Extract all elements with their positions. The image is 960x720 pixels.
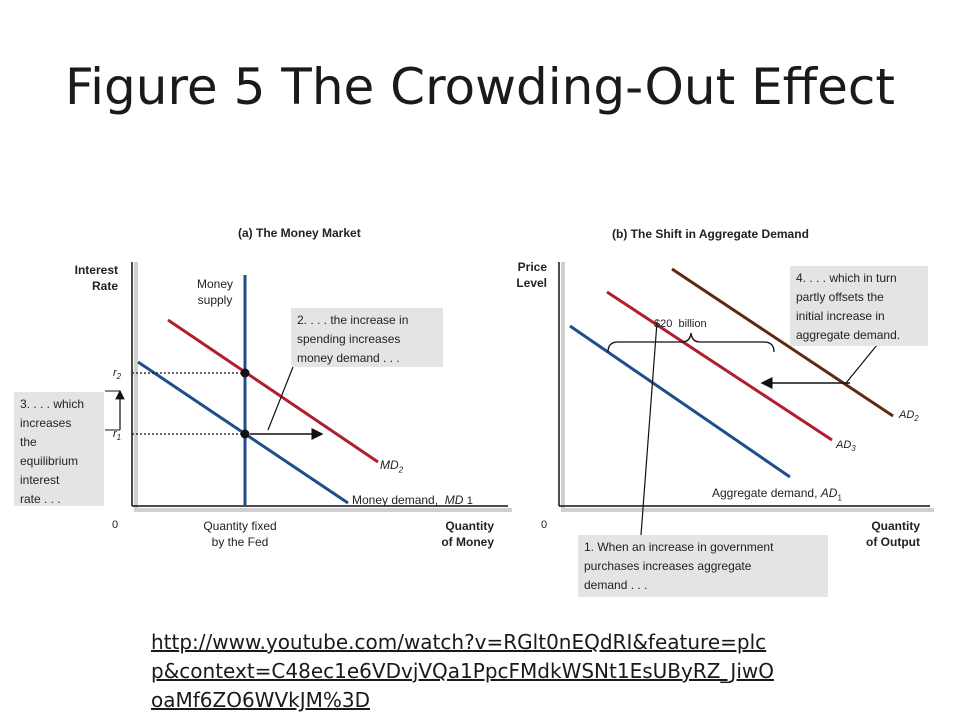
ad3-label: AD3 bbox=[836, 439, 856, 454]
callout-1-line-1: 1. When an increase in government bbox=[584, 540, 774, 554]
quantity-fixed-label: Quantity fixed by the Fed bbox=[190, 518, 290, 550]
money-supply-line-1: Money bbox=[196, 277, 234, 291]
quantity-fixed-line-1: Quantity fixed bbox=[203, 519, 277, 533]
x-label-line-2: of Money bbox=[441, 535, 494, 549]
callout-4-leader bbox=[845, 344, 878, 384]
price-label-line-2: Level bbox=[516, 276, 547, 290]
r2-label: r2 bbox=[113, 367, 122, 382]
ad1-label: Aggregate demand, AD1 bbox=[712, 486, 842, 503]
panel-a-origin: 0 bbox=[112, 519, 119, 531]
ad1-curve bbox=[569, 324, 791, 479]
callout-4: 4. . . . which in turn partly offsets th… bbox=[790, 266, 928, 346]
callout-3-line-6: rate . . . bbox=[20, 492, 61, 506]
panel-a-title: (a) The Money Market bbox=[238, 226, 361, 240]
twenty-billion-label: $20 billion bbox=[654, 318, 707, 330]
ad2-label: AD2 bbox=[899, 409, 919, 424]
youtube-link[interactable]: http://www.youtube.com/watch?v=RGlt0nEQd… bbox=[151, 628, 791, 715]
ad2-curve bbox=[671, 267, 894, 418]
callout-2: 2. . . . the increase in spending increa… bbox=[291, 308, 443, 367]
panel-b-y-axis-label: Price Level bbox=[505, 259, 547, 291]
y-label-line-1: Interest bbox=[74, 263, 118, 277]
md2-curve bbox=[167, 318, 379, 464]
output-label-line-1: Quantity bbox=[871, 519, 920, 533]
panel-b-origin: 0 bbox=[541, 519, 548, 531]
callout-1-leader bbox=[640, 321, 658, 536]
callout-3-line-1: 3. . . . which bbox=[20, 397, 85, 411]
callout-2-leader bbox=[267, 366, 294, 431]
panel-b-title: (b) The Shift in Aggregate Demand bbox=[612, 227, 809, 241]
x-label-line-1: Quantity bbox=[445, 519, 494, 533]
link-line-3[interactable]: oaMf6ZO6WVkJM%3D bbox=[151, 688, 371, 712]
panel-a-y-axis-label: Interest Rate bbox=[68, 262, 118, 294]
panel-b-x-axis-label: Quantity of Output bbox=[845, 518, 920, 550]
callout-4-line-3: initial increase in bbox=[796, 309, 885, 323]
equilibrium-point-2 bbox=[240, 368, 250, 378]
md1-label: Money demand, MD 1 bbox=[352, 493, 473, 507]
callout-3-line-4: equilibrium bbox=[20, 454, 79, 468]
y-label-line-2: Rate bbox=[91, 279, 118, 293]
md2-label: MD2 bbox=[380, 458, 404, 475]
ad3-curve bbox=[606, 290, 833, 442]
callout-2-line-2: spending increases bbox=[297, 332, 401, 346]
callout-4-line-4: aggregate demand. bbox=[796, 328, 901, 342]
link-line-1[interactable]: http://www.youtube.com/watch?v=RGlt0nEQd… bbox=[151, 630, 767, 654]
callout-3: 3. . . . which increases the equilibrium… bbox=[14, 392, 104, 506]
equilibrium-point-1 bbox=[240, 429, 250, 439]
callout-2-line-3: money demand . . . bbox=[297, 351, 400, 365]
price-label-line-1: Price bbox=[517, 260, 547, 274]
callout-4-line-2: partly offsets the bbox=[796, 290, 884, 304]
quantity-fixed-line-2: by the Fed bbox=[211, 535, 269, 549]
callout-3-line-3: the bbox=[20, 435, 37, 449]
money-supply-label: Money supply bbox=[186, 276, 244, 308]
callout-1-line-3: demand . . . bbox=[584, 578, 648, 592]
callout-3-line-2: increases bbox=[20, 416, 72, 430]
slide-title: Figure 5 The Crowding-Out Effect bbox=[65, 58, 895, 116]
callout-1: 1. When an increase in government purcha… bbox=[578, 535, 828, 597]
link-line-2[interactable]: p&context=C48ec1e6VDvjVQa1PpcFMdkWSNt1Es… bbox=[151, 659, 774, 683]
output-label-line-2: of Output bbox=[866, 535, 920, 549]
panel-a-x-axis-label: Quantity of Money bbox=[420, 518, 494, 550]
callout-2-line-1: 2. . . . the increase in bbox=[297, 313, 409, 327]
money-supply-line-2: supply bbox=[197, 293, 233, 307]
callout-1-line-2: purchases increases aggregate bbox=[584, 559, 752, 573]
callout-3-line-5: interest bbox=[20, 473, 60, 487]
r1-label: r1 bbox=[113, 428, 122, 443]
callout-4-line-1: 4. . . . which in turn bbox=[796, 271, 897, 285]
twenty-billion-brace bbox=[607, 332, 775, 353]
